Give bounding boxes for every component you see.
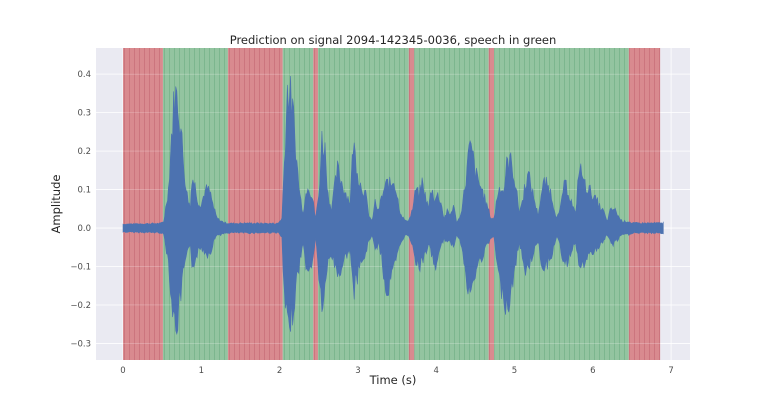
x-axis-label: Time (s) bbox=[369, 373, 417, 387]
prediction-segments bbox=[123, 48, 661, 360]
nonspeech-segment bbox=[488, 48, 495, 360]
nonspeech-segment bbox=[408, 48, 415, 360]
y-tick-labels: −0.3 −0.2 −0.1 0.0 0.1 0.2 0.3 0.4 bbox=[70, 70, 91, 349]
y-tick: 0.1 bbox=[77, 186, 91, 196]
x-tick: 0 bbox=[120, 366, 125, 376]
y-tick: −0.1 bbox=[70, 263, 91, 273]
nonspeech-segment bbox=[628, 48, 661, 360]
y-tick: −0.2 bbox=[70, 301, 91, 311]
x-tick: 5 bbox=[512, 366, 517, 376]
x-tick: 2 bbox=[277, 366, 282, 376]
nonspeech-segment bbox=[313, 48, 318, 360]
y-tick: 0.0 bbox=[77, 224, 91, 234]
y-tick: 0.3 bbox=[77, 109, 91, 119]
x-tick-labels: 0 1 2 3 4 5 6 7 bbox=[120, 366, 674, 376]
y-tick: −0.3 bbox=[70, 339, 91, 349]
signal-waveform bbox=[122, 75, 664, 336]
y-tick: 0.2 bbox=[77, 147, 91, 157]
x-tick: 6 bbox=[590, 366, 595, 376]
y-tick: 0.4 bbox=[77, 70, 91, 80]
chart-title: Prediction on signal 2094-142345-0036, s… bbox=[229, 33, 557, 47]
x-tick: 7 bbox=[668, 366, 673, 376]
x-tick: 1 bbox=[199, 366, 204, 376]
x-tick: 4 bbox=[433, 366, 438, 376]
nonspeech-segment bbox=[227, 48, 283, 360]
x-tick: 3 bbox=[355, 366, 360, 376]
nonspeech-segment bbox=[123, 48, 163, 360]
